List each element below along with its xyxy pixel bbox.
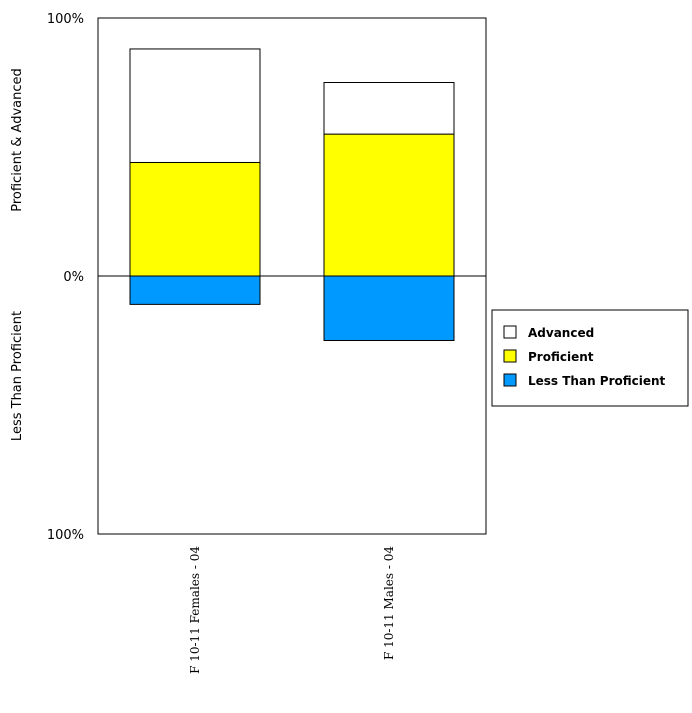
- legend-items: Advanced Proficient Less Than Proficient: [503, 325, 666, 388]
- legend-box: [491, 309, 689, 407]
- y-tick-zero: 0%: [63, 270, 84, 285]
- bar-advanced-1: [323, 82, 455, 135]
- bars-group: [129, 48, 455, 341]
- legend-label-advanced: Advanced: [528, 326, 594, 340]
- category-label-1: F 10-11 Males - 04: [382, 546, 396, 660]
- y-axis-title-bottom: Less Than Proficient: [10, 311, 25, 441]
- bar-less-than-proficient-1: [323, 275, 455, 341]
- legend-swatch-proficient: [503, 349, 517, 363]
- legend-label-proficient: Proficient: [528, 350, 594, 364]
- legend-swatch-less-than-proficient: [503, 373, 517, 387]
- legend-swatch-advanced: [503, 325, 517, 339]
- category-labels: F 10-11 Females - 04 F 10-11 Males - 04: [188, 546, 396, 674]
- bar-advanced-0: [129, 48, 261, 163]
- y-tick-bottom: 100%: [47, 528, 84, 543]
- bar-less-than-proficient-0: [129, 275, 261, 305]
- legend: Advanced Proficient Less Than Proficient: [491, 309, 689, 407]
- legend-label-less-than-proficient: Less Than Proficient: [528, 374, 666, 388]
- y-axis-title-top: Proficient & Advanced: [10, 68, 25, 212]
- category-label-0: F 10-11 Females - 04: [188, 546, 202, 674]
- bar-proficient-0: [129, 161, 261, 277]
- bar-proficient-1: [323, 133, 455, 277]
- y-tick-top: 100%: [47, 12, 84, 27]
